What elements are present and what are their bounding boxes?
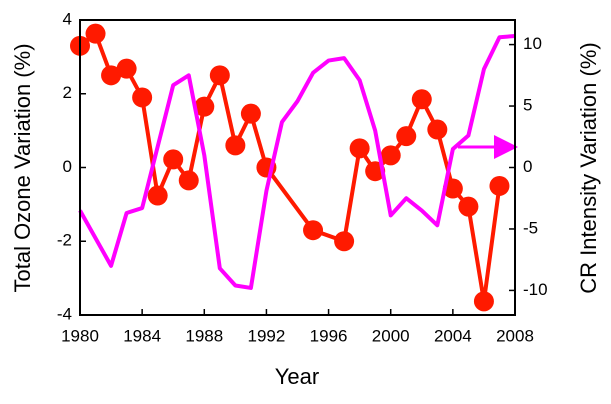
y2-axis-title: CR Intensity Variation (%) [576, 42, 601, 293]
data-point [132, 87, 153, 108]
x-tick-label: 2008 [496, 326, 534, 345]
data-point [489, 175, 510, 196]
data-point [225, 135, 246, 156]
x-tick-label: 2000 [372, 326, 410, 345]
x-tick-label: 2004 [434, 326, 472, 345]
y2-tick-label: 10 [523, 34, 542, 53]
data-point [473, 291, 494, 312]
y-tick-label: 2 [63, 83, 72, 102]
data-point [194, 96, 215, 117]
data-point [396, 126, 417, 147]
y2-tick-label: -10 [523, 280, 548, 299]
data-point [178, 170, 199, 191]
y-tick-label: -2 [57, 231, 72, 250]
x-tick-label: 1980 [61, 326, 99, 345]
x-tick-label: 1984 [123, 326, 161, 345]
data-point [116, 58, 137, 79]
data-point [147, 185, 168, 206]
data-point [458, 196, 479, 217]
data-point [85, 23, 106, 44]
y-tick-label: 4 [63, 9, 72, 28]
data-point [209, 65, 230, 86]
y2-tick-label: 5 [523, 96, 532, 115]
series-line [78, 31, 502, 304]
x-tick-label: 1992 [248, 326, 286, 345]
data-point [334, 231, 355, 252]
y-tick-label: 0 [63, 157, 72, 176]
x-tick-label: 1988 [185, 326, 223, 345]
y2-tick-label: 0 [523, 157, 532, 176]
data-point [163, 149, 184, 170]
x-tick-label: 1996 [310, 326, 348, 345]
series-line [78, 33, 516, 290]
y2-tick-label: -5 [523, 218, 538, 237]
data-point [380, 145, 401, 166]
y-tick-label: -4 [57, 304, 72, 323]
data-point [101, 65, 122, 86]
data-point [411, 89, 432, 110]
y-axis-title: Total Ozone Variation (%) [10, 43, 35, 292]
data-point [427, 119, 448, 140]
x-axis-title: Year [275, 364, 319, 389]
data-point [303, 220, 324, 241]
data-point [349, 138, 370, 159]
plot-frame [79, 19, 516, 316]
data-point [240, 103, 261, 124]
